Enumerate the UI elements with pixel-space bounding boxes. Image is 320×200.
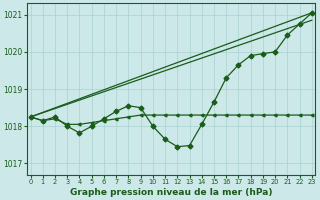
X-axis label: Graphe pression niveau de la mer (hPa): Graphe pression niveau de la mer (hPa) [70, 188, 272, 197]
